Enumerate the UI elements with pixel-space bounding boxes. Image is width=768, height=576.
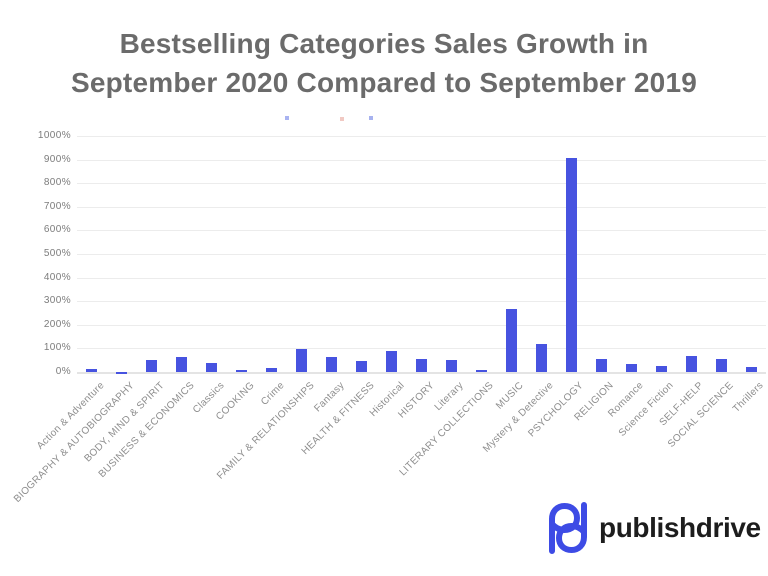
y-axis-label: 800% xyxy=(43,177,71,189)
chart-title: Bestselling Categories Sales Growth in S… xyxy=(0,24,768,102)
bar xyxy=(475,369,487,372)
gridline xyxy=(77,277,766,279)
bar xyxy=(595,359,607,372)
bar xyxy=(86,368,98,372)
legend-fragment xyxy=(340,117,344,121)
gridline xyxy=(77,159,766,161)
bar xyxy=(625,363,637,372)
legend-fragment xyxy=(369,116,373,120)
gridline xyxy=(77,372,766,374)
bar xyxy=(655,365,667,372)
y-axis-label: 200% xyxy=(43,318,71,330)
bar xyxy=(206,363,218,372)
chart-title-line1: Bestselling Categories Sales Growth in xyxy=(119,28,649,59)
bar xyxy=(386,351,398,372)
y-axis-label: 500% xyxy=(43,248,71,259)
gridline xyxy=(77,301,766,303)
y-axis-label: 900% xyxy=(43,153,71,165)
gridline xyxy=(77,348,766,350)
y-axis-label: 700% xyxy=(43,200,71,212)
y-axis-label: 0% xyxy=(55,366,71,377)
y-axis-label: 1000% xyxy=(37,130,71,141)
bar xyxy=(326,357,338,372)
y-axis-label: 600% xyxy=(43,224,71,236)
publishdrive-logo-text: publishdrive xyxy=(599,512,761,543)
bar xyxy=(715,359,727,372)
bar xyxy=(535,344,547,372)
gridline xyxy=(77,230,766,232)
bar xyxy=(445,360,457,372)
bar xyxy=(266,368,278,372)
bar xyxy=(565,157,577,372)
chart-title-line2: September 2020 Compared to September 201… xyxy=(70,67,697,98)
y-axis-label: 400% xyxy=(43,271,71,283)
y-axis-label: 300% xyxy=(43,295,71,307)
bar xyxy=(416,358,427,372)
bar xyxy=(296,348,308,372)
bar xyxy=(236,370,248,373)
gridline xyxy=(77,136,766,137)
y-axis-label: 100% xyxy=(43,342,71,354)
gridline xyxy=(77,324,766,326)
bar xyxy=(176,357,188,372)
bar xyxy=(146,360,158,372)
bar xyxy=(745,367,757,372)
bar xyxy=(356,360,368,372)
gridline xyxy=(77,254,766,255)
bar xyxy=(505,309,517,372)
gridline xyxy=(77,206,766,208)
publishdrive-logo-icon xyxy=(549,502,587,554)
legend-fragment xyxy=(285,116,289,120)
publishdrive-logo: publishdrive xyxy=(540,501,761,555)
bar xyxy=(685,356,697,372)
bar xyxy=(116,372,128,374)
gridline xyxy=(77,183,766,185)
